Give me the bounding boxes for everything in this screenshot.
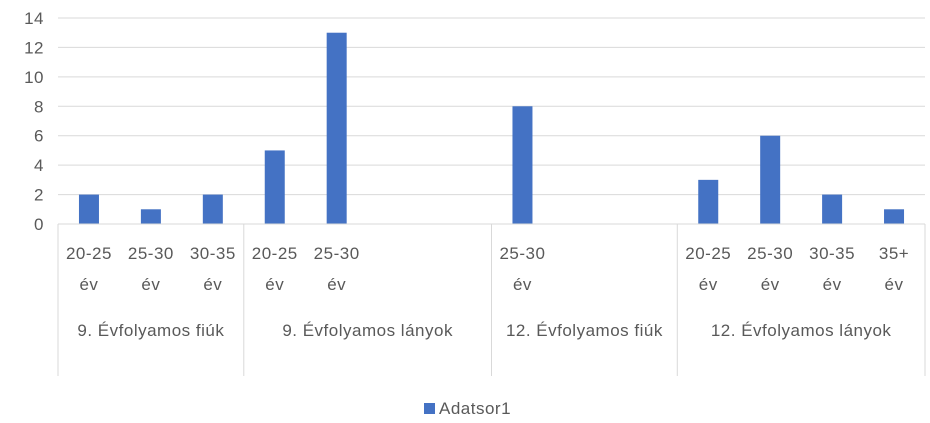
text-line: év xyxy=(327,275,346,294)
text-line: 25-30 xyxy=(499,244,545,263)
y-tick-label: 8 xyxy=(34,97,44,116)
legend-swatch xyxy=(424,403,435,414)
y-tick-label: 0 xyxy=(34,215,44,234)
text-line: 25-30 xyxy=(314,244,360,263)
bar xyxy=(140,209,161,224)
text-line: év xyxy=(203,275,222,294)
x-tick-label: 25-30 év xyxy=(499,244,545,294)
bar xyxy=(512,106,533,224)
y-tick-label: 12 xyxy=(24,38,44,57)
x-tick-label: 25-30 év xyxy=(747,244,793,294)
text-line: 30-35 xyxy=(190,244,236,263)
x-tick-label: 30-35 év xyxy=(809,244,855,294)
text-line: év xyxy=(885,275,904,294)
text-line: 35+ xyxy=(879,244,909,263)
y-tick-label: 4 xyxy=(34,156,44,175)
text-line: 20-25 xyxy=(66,244,112,263)
y-tick-label: 10 xyxy=(24,68,44,87)
y-tick-label: 2 xyxy=(34,186,44,205)
bar xyxy=(326,32,347,224)
text-line: 20-25 xyxy=(252,244,298,263)
group-label: 12. Évfolyamos fiúk xyxy=(506,321,663,340)
bar xyxy=(760,135,781,224)
group-label: 9. Évfolyamos fiúk xyxy=(77,321,224,340)
bar xyxy=(264,150,285,224)
text-line: 25-30 xyxy=(747,244,793,263)
legend-label: Adatsor1 xyxy=(439,399,511,418)
x-tick-label: 25-30 év xyxy=(128,244,174,294)
bar xyxy=(822,194,843,224)
bar xyxy=(202,194,223,224)
y-tick-label: 6 xyxy=(34,127,44,146)
text-line: év xyxy=(761,275,780,294)
x-tick-label: 20-25 év xyxy=(66,244,112,294)
text-line: év xyxy=(79,275,98,294)
text-line: év xyxy=(513,275,532,294)
x-tick-label: 30-35 év xyxy=(190,244,236,294)
text-line: év xyxy=(265,275,284,294)
text-line: év xyxy=(141,275,160,294)
x-tick-label: 25-30 év xyxy=(314,244,360,294)
x-tick-label: 35+ év xyxy=(879,244,909,294)
text-line: 30-35 xyxy=(809,244,855,263)
text-line: 20-25 xyxy=(685,244,731,263)
x-tick-label: 20-25 év xyxy=(685,244,731,294)
x-tick-label: 20-25 év xyxy=(252,244,298,294)
text-line: 25-30 xyxy=(128,244,174,263)
y-tick-label: 14 xyxy=(24,9,44,28)
bar xyxy=(698,179,719,224)
bar xyxy=(884,209,905,224)
group-label: 12. Évfolyamos lányok xyxy=(711,321,892,340)
text-line: év xyxy=(699,275,718,294)
bar xyxy=(78,194,99,224)
text-line: év xyxy=(823,275,842,294)
group-label: 9. Évfolyamos lányok xyxy=(282,321,453,340)
